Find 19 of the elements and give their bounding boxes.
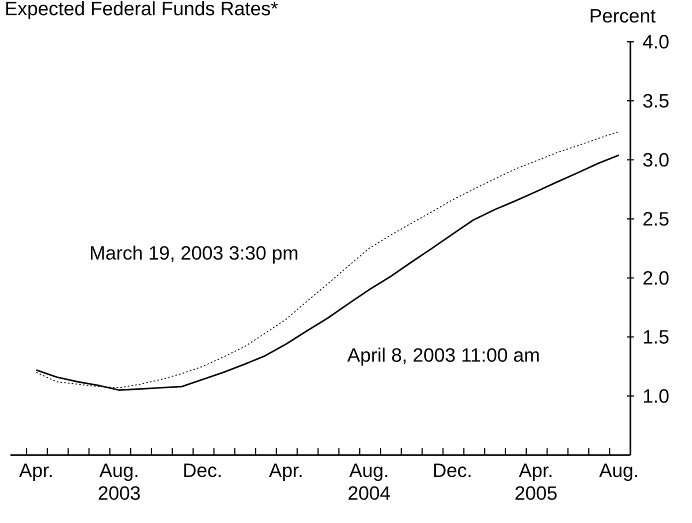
- y-axis-title: Percent: [590, 9, 656, 23]
- series-label: April 8, 2003 11:00 am: [347, 348, 539, 366]
- x-tick-label: Aug. 2003: [98, 464, 140, 500]
- x-tick-label: Apr. 2005: [516, 464, 557, 500]
- chart-title: Expected Federal Funds Rates*: [6, 1, 278, 20]
- x-tick-label: Dec.: [434, 464, 470, 478]
- x-tick-label: Apr.: [19, 464, 52, 482]
- series-label: March 19, 2003 3:30 pm: [90, 246, 298, 264]
- y-tick-label: 2.0: [643, 271, 669, 285]
- x-tick-label: Dec.: [184, 464, 221, 478]
- y-tick-label: 4.0: [642, 35, 669, 49]
- x-tick-label: Aug.: [599, 464, 638, 482]
- y-tick-label: 1.5: [644, 330, 669, 344]
- x-tick-label: Aug. 2004: [348, 464, 390, 500]
- x-tick-label: Apr.: [268, 464, 302, 482]
- y-tick-label: 3.0: [643, 153, 669, 167]
- y-tick-label: 1.0: [644, 389, 669, 404]
- y-tick-label: 2.5: [643, 212, 669, 226]
- y-tick-label: 3.5: [643, 94, 669, 108]
